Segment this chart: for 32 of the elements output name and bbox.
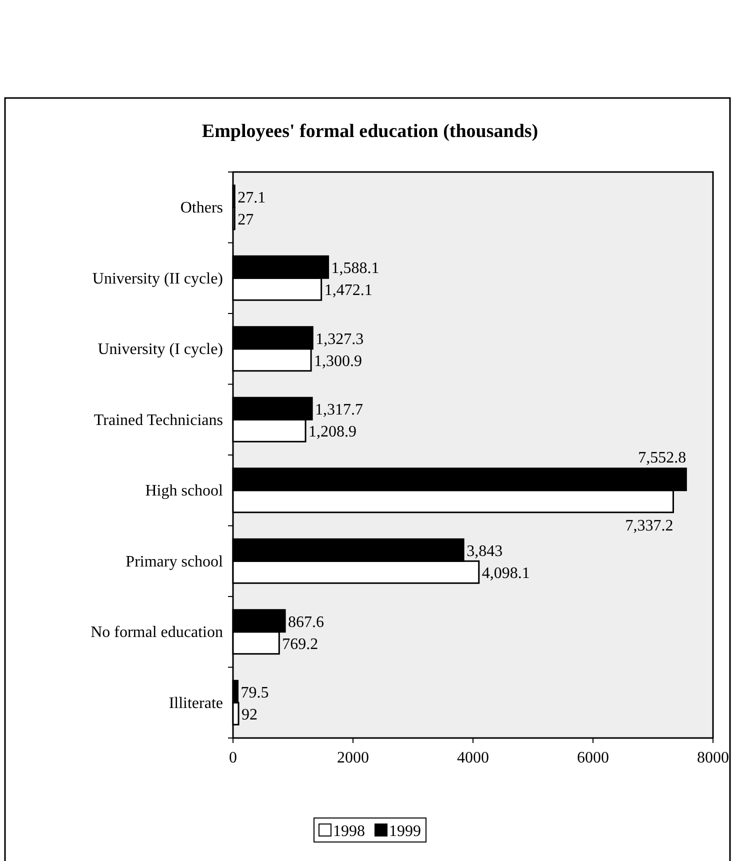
x-tick-label: 8000: [697, 749, 729, 766]
data-label: 769.2: [282, 636, 318, 653]
data-label: 1,327.3: [316, 330, 364, 348]
y-tick-label: Illiterate: [168, 694, 223, 712]
data-label: 7,337.2: [625, 517, 674, 534]
chart-title: Employees' formal education (thousands): [202, 121, 538, 142]
y-tick-label: Trained Technicians: [94, 412, 223, 429]
legend-label: 1999: [389, 823, 421, 840]
x-tick-label: 0: [229, 749, 237, 766]
data-label: 79.5: [240, 684, 269, 702]
data-label: 92: [242, 706, 258, 724]
data-label: 3,843: [466, 543, 503, 560]
y-tick-label: University (I cycle): [98, 340, 223, 358]
data-label: 27.1: [238, 189, 266, 206]
legend-label: 1998: [333, 823, 365, 840]
data-label: 1,208.9: [308, 424, 357, 441]
data-label: 1,472.1: [324, 282, 372, 300]
x-tick-label: 2000: [337, 749, 369, 766]
x-tick-label: 4000: [457, 749, 489, 766]
y-tick-label: High school: [145, 482, 224, 500]
data-label: 1,588.1: [331, 260, 380, 278]
y-tick-label: Primary school: [126, 553, 224, 570]
data-label: 867.6: [288, 614, 324, 631]
data-label: 1,317.7: [315, 402, 364, 419]
y-tick-label: Others: [180, 199, 223, 216]
data-label: 4,098.1: [482, 565, 530, 582]
data-label: 1,300.9: [314, 352, 362, 370]
data-label: 7,552.8: [638, 449, 686, 466]
y-tick-label: University (II cycle): [92, 270, 223, 288]
x-tick-label: 6000: [577, 749, 609, 766]
data-label: 27: [238, 211, 254, 228]
y-tick-label: No formal education: [90, 624, 223, 641]
